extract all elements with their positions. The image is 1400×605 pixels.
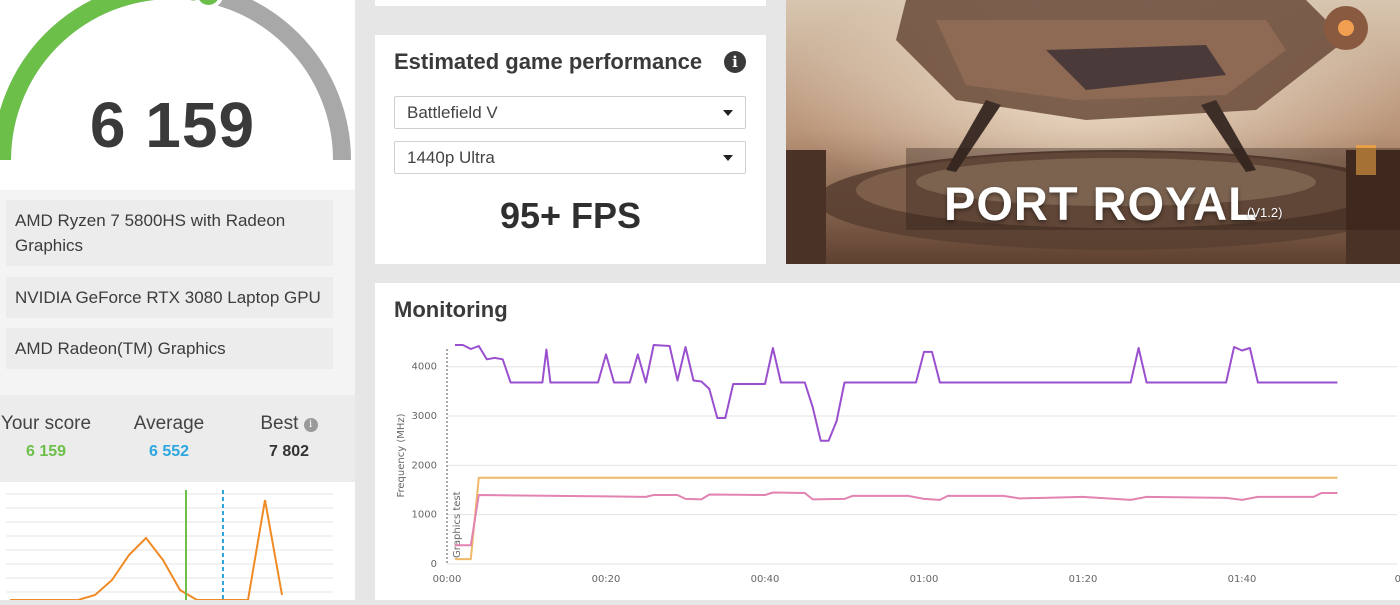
score-distribution-svg [6,490,333,601]
x-tick-label: 00:40 [751,574,780,585]
game-select-value: Battlefield V [407,103,498,122]
score-gauge-arc [0,0,351,161]
your-score-column: Your score 6 159 [0,395,105,461]
monitoring-card: Monitoring 0 1000 2000 3000 4000 00:00 00:20 00… [375,283,1400,600]
score-comparison: Your score 6 159 Average 6 552 Best i 7 … [0,395,355,482]
x-tick-label: 00:20 [592,574,621,585]
quality-select-value: 1440p Ultra [407,148,495,167]
benchmark-hero-image: PORT ROYAL (V1.2) [786,0,1400,264]
overall-score: 6 159 [89,89,256,161]
info-icon[interactable]: i [724,51,746,73]
system-gpu: NVIDIA GeForce RTX 3080 Laptop GPU [6,277,333,318]
series-line-2 [455,491,1338,547]
benchmark-version: (V1.2) [1247,205,1283,220]
system-igpu: AMD Radeon(TM) Graphics [6,328,333,369]
benchmark-title: PORT ROYAL [944,177,1258,230]
x-tick-label: 00:00 [433,574,462,585]
series-line-1 [455,476,1338,561]
average-score-value: 6 552 [148,443,190,460]
y-tick-label: 3000 [412,411,437,422]
result-sidebar: 6 159 AMD Ryzen 7 5800HS with Radeon Gra… [0,0,355,601]
your-score-value: 6 159 [25,443,67,460]
y-tick-label: 1000 [412,510,437,521]
info-icon[interactable]: i [303,418,318,432]
score-gauge: 6 159 [0,0,355,190]
best-score-label: Best [260,413,299,434]
score-distribution-chart [0,482,355,601]
port-royal-artwork [786,0,1400,264]
monitoring-title: Monitoring [394,297,508,322]
graphics-test-label: Graphics test [452,491,463,558]
gauge-knob [194,0,223,9]
series-line-0 [455,344,1338,442]
x-tick-label: 01:00 [910,574,939,585]
game-performance-card: Estimated game performance i Battlefield… [375,35,766,264]
system-cpu: AMD Ryzen 7 5800HS with Radeon Graphics [6,200,333,266]
chevron-down-icon [723,155,733,161]
best-score-column: Best i 7 802 [230,395,348,461]
x-tick-label: 01:20 [1069,574,1098,585]
x-tick-label: 02 [1395,574,1400,585]
y-tick-label: 4000 [412,362,437,373]
game-performance-title: Estimated game performance [394,49,703,74]
estimated-fps: 95+ FPS [499,195,642,236]
game-select[interactable]: Battlefield V [394,96,746,129]
top-card-edge [375,0,766,6]
y-tick-label: 2000 [412,460,437,471]
monitoring-chart: 0 1000 2000 3000 4000 00:00 00:20 00:40 01:00 01:… [396,344,1400,585]
your-score-label: Your score [0,413,92,434]
average-score-label: Average [133,413,205,434]
x-tick-label: 01:40 [1228,574,1257,585]
quality-select[interactable]: 1440p Ultra [394,141,746,174]
chevron-down-icon [723,110,733,116]
y-tick-label: 0 [431,559,437,570]
average-score-column: Average 6 552 [110,395,228,461]
best-score-value: 7 802 [268,443,310,460]
y-axis-label: Frequency (MHz) [396,413,407,497]
